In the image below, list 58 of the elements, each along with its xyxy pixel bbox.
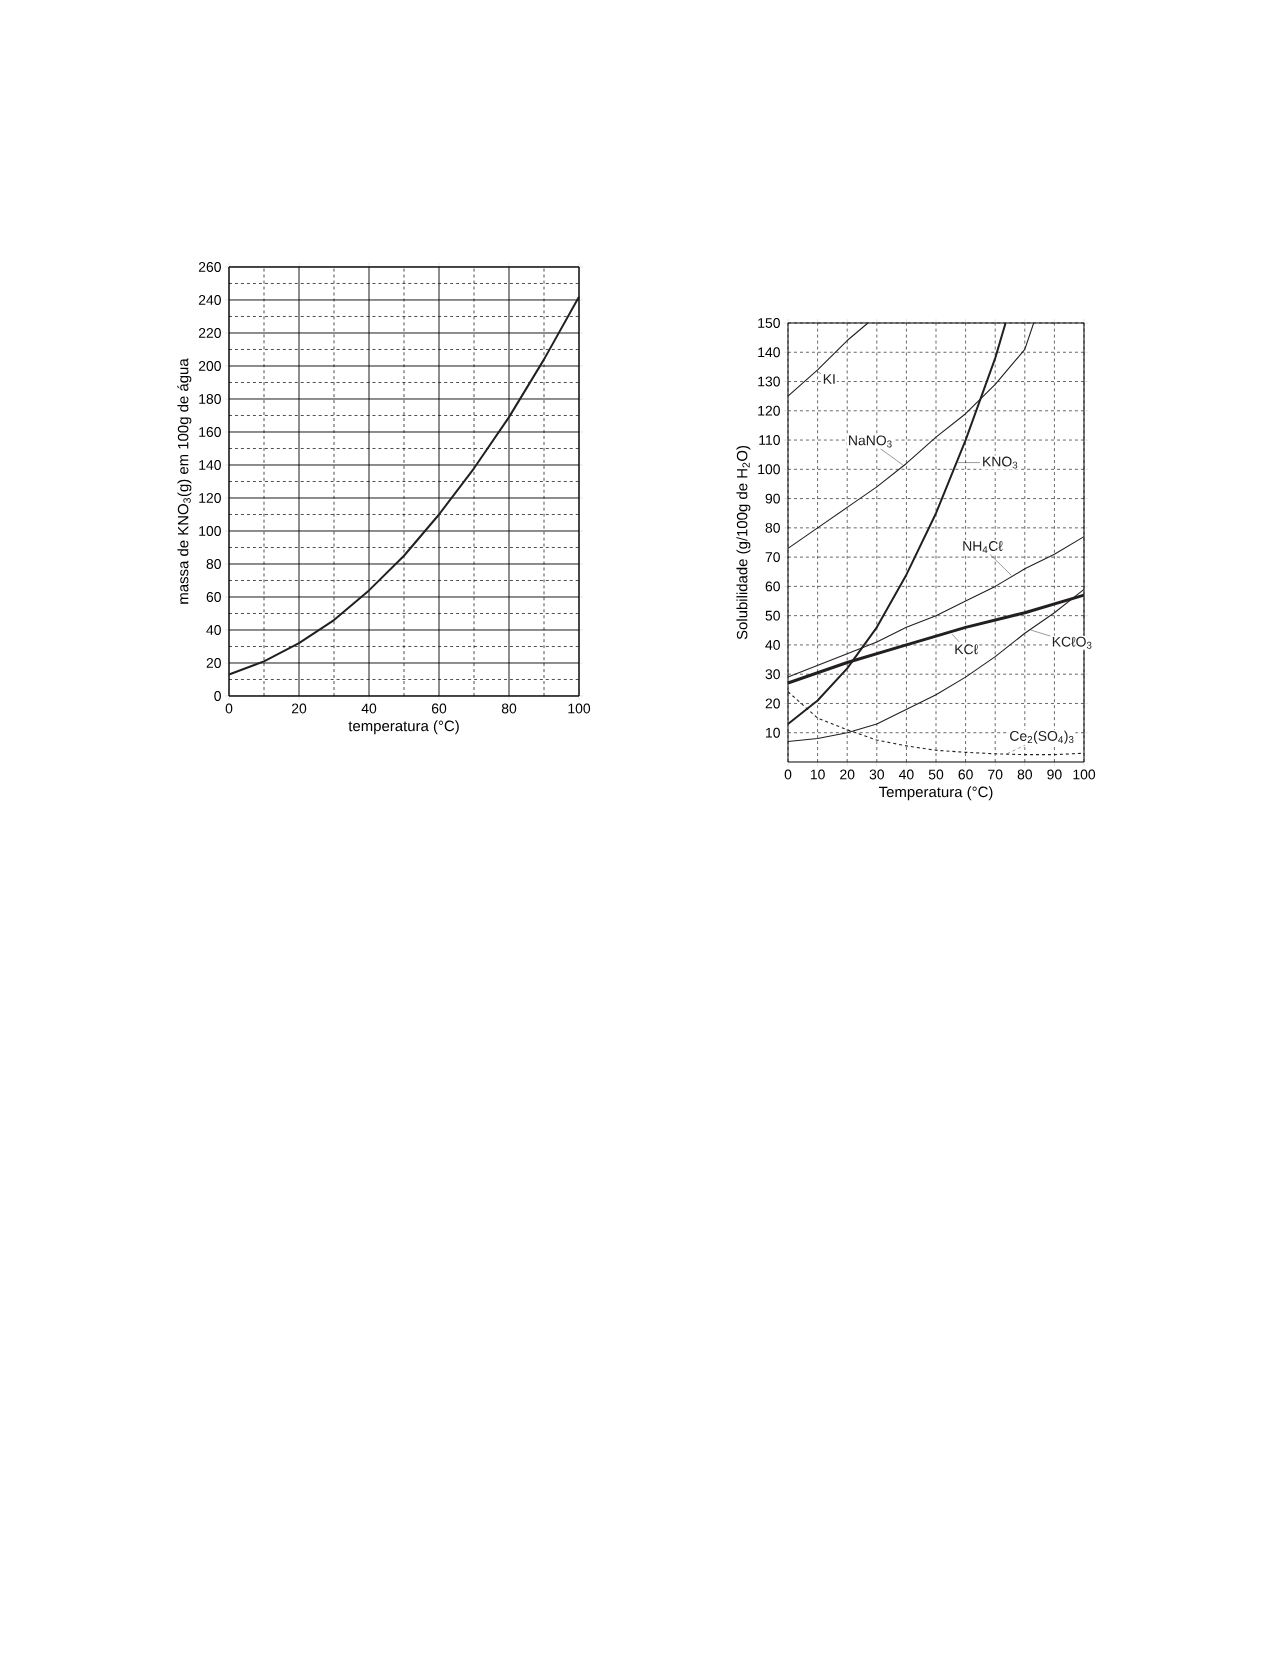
series-label: KNO$_{3}$ [983,456,1018,469]
x-tick-label: 60 [958,769,973,780]
y-tick-label: 120 [758,405,780,416]
y-tick-label: 100 [199,526,221,536]
series-label: Ce$_{2}$(SO$_{4}$)$_{3}$ [1010,730,1074,744]
y-tick-label: 30 [765,669,780,680]
y-tick-label: 260 [198,262,221,272]
y-tick-label: 130 [758,376,780,387]
y-tick-label: 80 [765,522,780,533]
y-tick-label: 80 [206,559,221,569]
y-axis-title: massa de KNO$_{3}$(g) em 100g de água [177,358,192,604]
y-axis-title: Solubilidade (g/100g de H$_{2}$O) [736,445,751,640]
x-tick-label: 100 [1073,769,1096,780]
y-tick-label: 90 [765,493,780,504]
y-tick-label: 40 [765,639,780,650]
y-tick-label: 180 [199,394,221,404]
series-label: NH$_{4}$Cℓ [963,541,1003,553]
y-tick-label: 150 [758,318,780,328]
x-tick-label: 70 [988,769,1003,780]
y-tick-label: 10 [766,727,780,738]
x-tick-label: 50 [928,769,944,780]
line-series [228,295,581,676]
y-tick-label: 140 [758,347,780,358]
x-tick-label: 10 [810,769,825,780]
x-tick-label: 0 [225,703,233,714]
y-tick-label: 100 [758,464,780,475]
y-tick-label: 120 [199,493,221,503]
y-tick-label: 20 [206,658,221,668]
x-tick-label: 90 [1047,769,1062,780]
x-tick-label: 80 [1017,769,1033,780]
y-tick-label: 200 [198,361,221,371]
y-tick-label: 140 [199,460,221,470]
x-tick-label: 20 [291,703,307,714]
series-label: NaNO$_{3}$ [849,435,892,448]
y-tick-label: 0 [214,691,221,701]
y-tick-label: 70 [765,552,780,563]
series-label: KCℓO$_{3}$ [1052,636,1092,649]
x-tick-label: 0 [784,769,792,780]
x-tick-label: 20 [840,769,855,780]
x-axis-title: temperatura (°C) [348,720,459,735]
x-tick-label: 40 [898,769,914,780]
y-tick-label: 60 [765,581,780,592]
x-axis-title: Temperatura (°C) [878,786,993,801]
y-tick-label: 40 [206,625,221,635]
x-tick-label: 60 [431,703,447,714]
y-tick-label: 160 [199,427,221,437]
x-tick-label: 80 [501,703,517,714]
y-tick-label: 220 [198,328,221,338]
series-label: KI [823,374,835,384]
x-tick-label: 30 [869,769,885,780]
series-label: KCℓ [955,644,978,655]
y-tick-label: 60 [206,592,221,602]
y-tick-label: 240 [198,295,221,305]
y-tick-label: 50 [765,610,780,621]
x-tick-label: 40 [361,703,377,714]
line-series [787,322,869,397]
y-tick-label: 110 [759,435,780,445]
x-tick-label: 100 [568,703,591,714]
